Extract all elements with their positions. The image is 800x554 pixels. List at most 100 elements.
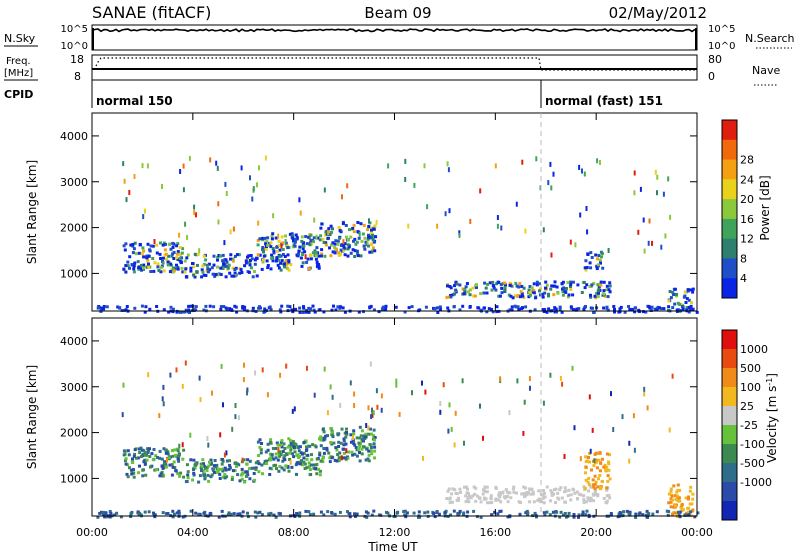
echo-cell	[204, 274, 208, 277]
echo-cell	[258, 305, 261, 309]
echo-cell	[158, 456, 161, 460]
echo-cell	[587, 515, 591, 519]
echo-cell	[367, 225, 371, 228]
echo-cell	[677, 496, 681, 500]
echo-cell	[223, 473, 227, 477]
echo-cell	[258, 253, 262, 257]
echo-cell	[549, 499, 553, 503]
echo-cell	[133, 261, 137, 265]
echo-cell	[458, 509, 462, 513]
echo-cell	[308, 468, 312, 472]
echo-cell	[216, 258, 219, 262]
echo-cell	[126, 475, 130, 479]
echo-cell	[122, 308, 126, 312]
echo-cell	[147, 265, 151, 269]
echo-cell	[145, 256, 149, 260]
echo-cell	[319, 234, 323, 238]
echo-cell	[647, 512, 651, 516]
echo-cell	[220, 462, 224, 466]
echo-cell	[660, 244, 663, 250]
echo-cell	[361, 232, 365, 236]
echo-cell	[598, 451, 602, 455]
echo-cell	[321, 427, 325, 431]
echo-cell	[200, 268, 204, 272]
echo-cell	[327, 451, 331, 455]
echo-cell	[435, 510, 439, 513]
echo-cell	[612, 427, 615, 432]
echo-cell	[209, 475, 213, 479]
echo-cell	[370, 452, 374, 456]
echo-cell	[244, 259, 248, 263]
echo-cell	[155, 468, 159, 472]
echo-cell	[181, 442, 184, 448]
echo-cell	[158, 449, 162, 453]
echo-cell	[204, 258, 208, 262]
echo-cell	[283, 458, 287, 462]
echo-cell	[485, 310, 489, 314]
echo-cell	[235, 310, 239, 314]
echo-cell	[227, 511, 231, 515]
echo-cell	[677, 510, 680, 514]
echo-cell	[369, 236, 373, 240]
echo-cell	[182, 187, 185, 193]
echo-cell	[352, 223, 356, 227]
echo-cell	[688, 489, 692, 493]
echo-cell	[286, 445, 290, 449]
echo-cell	[345, 448, 348, 454]
echo-cell	[156, 456, 159, 459]
echo-cell	[436, 311, 440, 314]
echo-cell	[342, 245, 346, 249]
echo-cell	[650, 305, 654, 309]
echo-cell	[500, 291, 504, 295]
echo-cell	[131, 457, 134, 461]
echo-cell	[559, 486, 563, 490]
echo-cell	[458, 487, 462, 491]
echo-cell	[585, 266, 589, 269]
echo-cell	[164, 252, 168, 256]
echo-cell	[671, 291, 675, 294]
echo-cell	[571, 365, 574, 371]
echo-cell	[292, 239, 295, 243]
echo-cell	[149, 465, 152, 469]
echo-cell	[223, 265, 227, 269]
echo-cell	[288, 232, 292, 236]
echo-cell	[295, 236, 299, 240]
nsearch-tick-top: 10^5	[708, 24, 735, 35]
echo-cell	[556, 496, 560, 500]
echo-cell	[146, 449, 150, 453]
echo-cell	[252, 472, 256, 475]
echo-cell	[226, 266, 230, 270]
y-tick-label: 1000	[60, 267, 88, 280]
echo-cell	[469, 218, 472, 224]
echo-cell	[628, 308, 632, 311]
echo-cell	[678, 510, 682, 514]
echo-cell	[169, 262, 172, 266]
echo-cell	[307, 235, 311, 239]
echo-cell	[133, 306, 137, 310]
echo-cell	[280, 235, 284, 239]
echo-cell	[371, 246, 375, 250]
echo-cell	[595, 267, 599, 271]
echo-cell	[690, 301, 693, 305]
echo-cell	[584, 268, 588, 272]
echo-cell	[274, 447, 278, 450]
echo-cell	[353, 255, 357, 258]
echo-cell	[500, 286, 504, 290]
echo-cell	[222, 467, 226, 471]
echo-cell	[231, 259, 235, 263]
echo-cell	[358, 231, 361, 237]
echo-cell	[571, 280, 575, 284]
echo-cell	[621, 513, 625, 517]
echo-cell	[644, 513, 648, 517]
echo-cell	[279, 268, 283, 272]
echo-cell	[143, 310, 147, 314]
echo-cell	[380, 307, 384, 311]
echo-cell	[118, 306, 122, 310]
echo-cell	[339, 402, 342, 408]
echo-cell	[656, 190, 658, 196]
echo-cell	[593, 487, 597, 491]
echo-cell	[473, 492, 477, 496]
echo-cell	[280, 466, 284, 470]
echo-cell	[676, 483, 680, 487]
